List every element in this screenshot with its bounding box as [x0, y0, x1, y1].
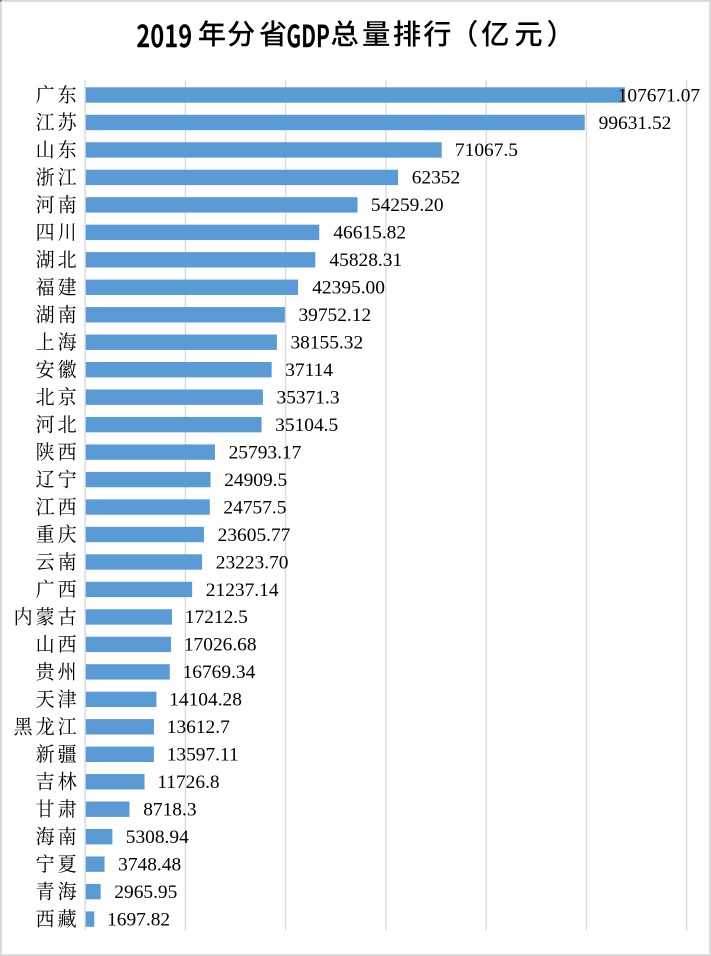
svg-text:13597.11: 13597.11: [167, 745, 239, 766]
svg-text:24757.5: 24757.5: [223, 497, 286, 518]
svg-text:107671.07: 107671.07: [618, 85, 701, 106]
svg-text:3748.48: 3748.48: [118, 854, 181, 875]
svg-text:46615.82: 46615.82: [333, 223, 406, 244]
svg-text:2965.95: 2965.95: [114, 882, 177, 903]
svg-text:24909.5: 24909.5: [224, 470, 287, 491]
svg-text:45828.31: 45828.31: [329, 250, 402, 271]
svg-text:71067.5: 71067.5: [455, 140, 518, 161]
svg-text:1697.82: 1697.82: [107, 909, 170, 930]
svg-text:11726.8: 11726.8: [157, 772, 219, 793]
svg-text:16769.34: 16769.34: [183, 662, 256, 683]
svg-text:54259.20: 54259.20: [371, 195, 444, 216]
svg-text:38155.32: 38155.32: [290, 333, 363, 354]
svg-text:17026.68: 17026.68: [184, 635, 257, 656]
svg-text:5308.94: 5308.94: [126, 827, 189, 848]
svg-text:21237.14: 21237.14: [206, 580, 279, 601]
svg-text:8718.3: 8718.3: [143, 800, 196, 821]
svg-text:99631.52: 99631.52: [599, 113, 672, 134]
svg-text:25793.17: 25793.17: [229, 442, 302, 463]
svg-text:37114: 37114: [285, 360, 333, 381]
svg-text:13612.7: 13612.7: [167, 717, 230, 738]
svg-text:14104.28: 14104.28: [169, 690, 242, 711]
svg-text:62352: 62352: [412, 168, 460, 189]
svg-text:23223.70: 23223.70: [216, 552, 289, 573]
svg-text:17212.5: 17212.5: [185, 607, 248, 628]
svg-text:35371.3: 35371.3: [277, 387, 340, 408]
svg-text:35104.5: 35104.5: [275, 415, 338, 436]
svg-text:23605.77: 23605.77: [218, 525, 291, 546]
svg-text:42395.00: 42395.00: [312, 278, 385, 299]
svg-text:39752.12: 39752.12: [298, 305, 371, 326]
